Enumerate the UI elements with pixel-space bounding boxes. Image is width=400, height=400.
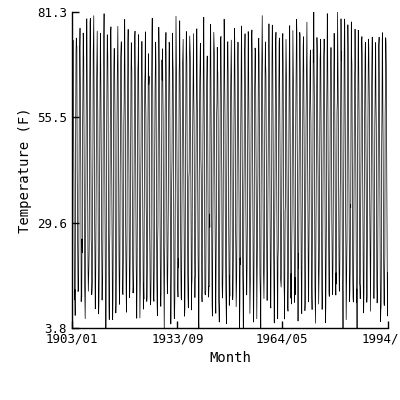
X-axis label: Month: Month [209,352,251,366]
Y-axis label: Temperature (F): Temperature (F) [18,107,32,233]
